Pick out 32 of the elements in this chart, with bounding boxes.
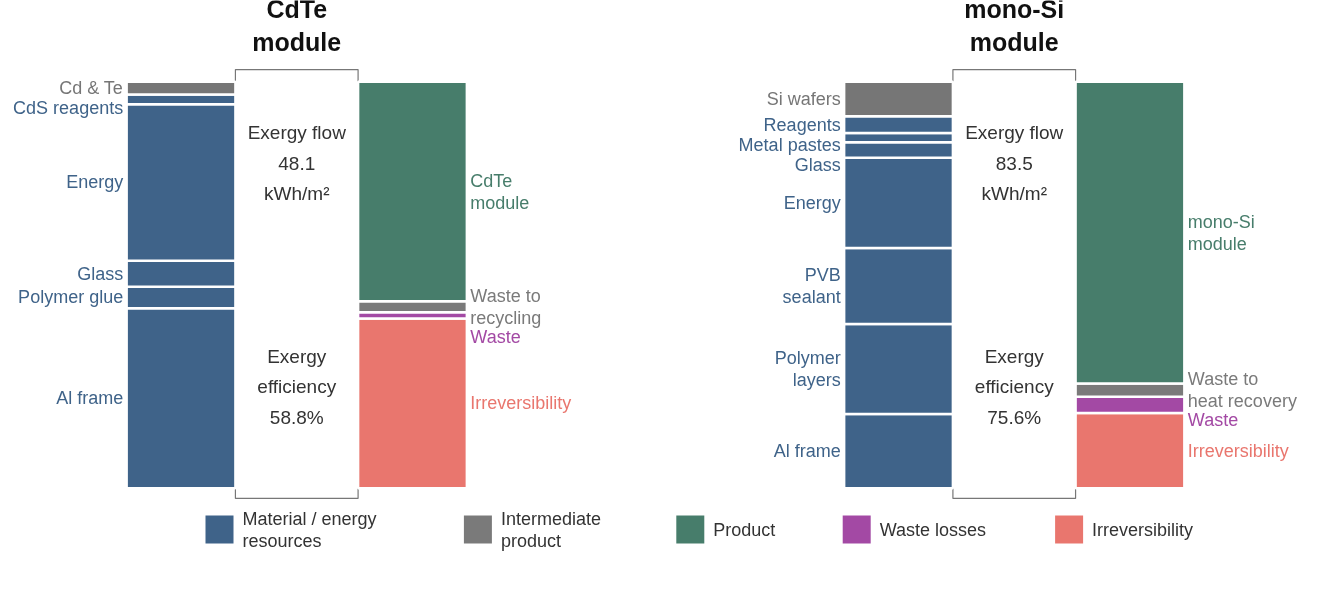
annotation: Exergy efficiency 58.8% <box>257 345 337 428</box>
category-label: Material / energy resources <box>242 508 377 551</box>
annotation: Exergy flow 48.1 kWh/m² <box>247 122 347 205</box>
category-label: Irreversibility <box>1092 519 1194 540</box>
text: Irreversibility <box>1187 440 1289 461</box>
text: CdTe module <box>252 0 342 56</box>
annotation: Exergy efficiency 75.6% <box>974 345 1055 428</box>
series-label: CdS reagents <box>13 98 124 119</box>
series-label: Glass <box>794 154 841 175</box>
series-label: Waste to heat recovery <box>1187 369 1297 412</box>
text: Energy <box>783 192 841 213</box>
series-label: Irreversibility <box>470 393 572 414</box>
text: mono-Si module <box>964 0 1065 56</box>
series-label: Si wafers <box>766 89 841 110</box>
series-label: Al frame <box>56 388 124 409</box>
series-label: Glass <box>77 263 124 284</box>
series-label: Reagents <box>763 114 841 135</box>
series-label: Waste to recycling <box>470 285 542 328</box>
series-label: Polymer glue <box>18 287 124 308</box>
series-label: Metal pastes <box>738 134 841 155</box>
text: Al frame <box>773 441 841 462</box>
annotation: Exergy flow 83.5 kWh/m² <box>965 122 1064 205</box>
series-label: Waste <box>1187 410 1239 431</box>
category-label: Waste losses <box>879 519 987 540</box>
series-label: Energy <box>66 172 124 193</box>
series-label: Cd & Te <box>59 78 123 99</box>
series-label: CdTe module <box>470 170 530 213</box>
series-label: PVB sealant <box>782 265 841 308</box>
series-label: Polymer layers <box>774 348 841 390</box>
category-label: Product <box>713 519 776 540</box>
series-label: mono-Si module <box>1187 211 1255 254</box>
category-label: Intermediate product <box>500 508 601 551</box>
